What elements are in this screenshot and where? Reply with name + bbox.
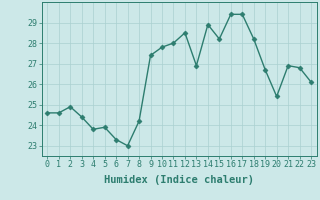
- X-axis label: Humidex (Indice chaleur): Humidex (Indice chaleur): [104, 175, 254, 185]
